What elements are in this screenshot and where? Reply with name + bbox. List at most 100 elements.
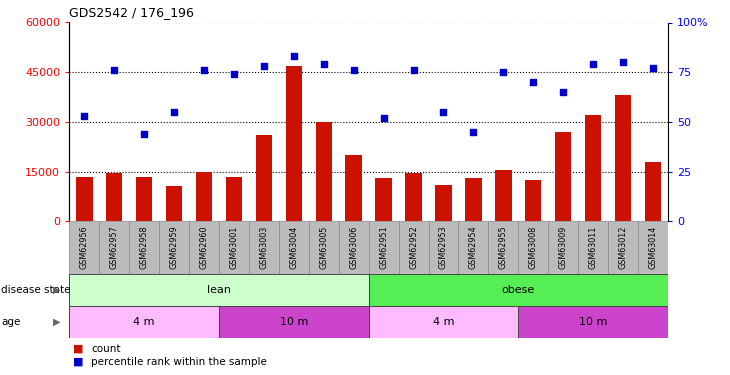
Bar <box>429 221 458 274</box>
Bar <box>99 221 129 274</box>
Bar <box>339 221 369 274</box>
Bar <box>548 221 578 274</box>
Bar <box>638 221 668 274</box>
Bar <box>458 221 488 274</box>
Text: GSM63005: GSM63005 <box>319 226 328 269</box>
Point <box>168 109 180 115</box>
Bar <box>249 221 279 274</box>
Text: 4 m: 4 m <box>433 316 454 327</box>
Text: GSM63014: GSM63014 <box>648 226 658 269</box>
Text: GSM62959: GSM62959 <box>169 226 179 269</box>
Bar <box>578 221 608 274</box>
Text: GSM63012: GSM63012 <box>618 226 628 269</box>
Text: GDS2542 / 176_196: GDS2542 / 176_196 <box>69 6 194 19</box>
Bar <box>219 221 249 274</box>
Point <box>558 89 569 95</box>
Point <box>139 131 150 137</box>
Text: GSM62958: GSM62958 <box>139 226 149 269</box>
Bar <box>69 306 219 338</box>
Bar <box>488 221 518 274</box>
Text: ■: ■ <box>73 357 83 367</box>
Text: age: age <box>1 316 21 327</box>
Bar <box>159 221 189 274</box>
Bar <box>555 132 572 221</box>
Text: GSM62952: GSM62952 <box>409 226 418 269</box>
Bar <box>525 180 542 221</box>
Text: GSM63006: GSM63006 <box>349 226 358 269</box>
Point <box>78 113 91 119</box>
Text: GSM63001: GSM63001 <box>229 226 239 269</box>
Point <box>618 59 629 65</box>
Bar <box>465 178 482 221</box>
Text: 4 m: 4 m <box>134 316 155 327</box>
Bar <box>255 135 272 221</box>
Bar <box>645 162 661 221</box>
Text: GSM62956: GSM62956 <box>80 226 89 269</box>
Bar <box>76 177 93 221</box>
Bar <box>615 95 631 221</box>
Bar <box>309 221 339 274</box>
Text: GSM62955: GSM62955 <box>499 226 508 269</box>
Bar <box>285 66 302 221</box>
Point <box>528 79 539 85</box>
Point <box>438 109 450 115</box>
Point <box>407 67 419 73</box>
Point <box>199 67 210 73</box>
Point <box>648 65 659 71</box>
Text: percentile rank within the sample: percentile rank within the sample <box>91 357 267 367</box>
Bar <box>435 185 452 221</box>
Text: lean: lean <box>207 285 231 295</box>
Bar <box>136 177 153 221</box>
Point <box>258 63 270 69</box>
Text: ▶: ▶ <box>53 285 61 295</box>
Text: GSM62957: GSM62957 <box>110 226 119 269</box>
Text: GSM63011: GSM63011 <box>588 226 598 269</box>
Bar <box>369 274 668 306</box>
Text: 10 m: 10 m <box>579 316 607 327</box>
Text: GSM62953: GSM62953 <box>439 226 448 269</box>
Point <box>108 67 120 73</box>
Bar <box>129 221 159 274</box>
Bar <box>405 173 422 221</box>
Bar <box>585 115 602 221</box>
Text: disease state: disease state <box>1 285 71 295</box>
Text: ▶: ▶ <box>53 316 61 327</box>
Text: GSM63009: GSM63009 <box>558 226 568 269</box>
Point <box>318 61 330 67</box>
Bar <box>369 221 399 274</box>
Point <box>498 69 510 75</box>
Bar <box>315 122 332 221</box>
Bar <box>608 221 638 274</box>
Bar <box>518 221 548 274</box>
Bar <box>69 274 369 306</box>
Text: GSM62954: GSM62954 <box>469 226 478 269</box>
Point <box>468 129 480 135</box>
Text: GSM62951: GSM62951 <box>379 226 388 269</box>
Text: count: count <box>91 344 120 354</box>
Bar <box>399 221 429 274</box>
Bar <box>495 170 512 221</box>
Bar <box>219 306 369 338</box>
Bar <box>166 186 182 221</box>
Bar <box>106 173 123 221</box>
Bar <box>196 172 212 221</box>
Bar <box>369 306 518 338</box>
Point <box>378 115 390 121</box>
Point <box>347 67 359 73</box>
Text: obese: obese <box>502 285 535 295</box>
Text: ■: ■ <box>73 344 83 354</box>
Text: 10 m: 10 m <box>280 316 308 327</box>
Bar <box>226 177 242 221</box>
Point <box>288 53 300 59</box>
Text: GSM63004: GSM63004 <box>289 226 299 269</box>
Bar <box>345 155 362 221</box>
Bar <box>518 306 668 338</box>
Bar <box>189 221 219 274</box>
Bar <box>69 221 99 274</box>
Text: GSM62960: GSM62960 <box>199 226 209 269</box>
Point <box>228 71 239 77</box>
Text: GSM63003: GSM63003 <box>259 226 269 269</box>
Text: GSM63008: GSM63008 <box>529 226 538 269</box>
Bar <box>279 221 309 274</box>
Bar <box>375 178 392 221</box>
